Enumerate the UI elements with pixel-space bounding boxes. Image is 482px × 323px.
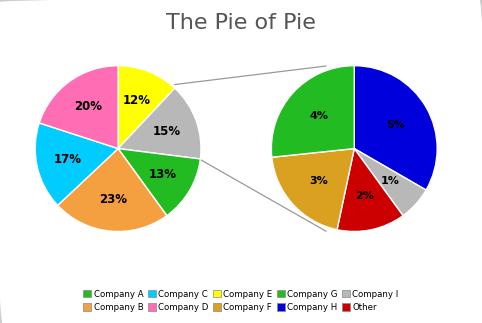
Text: 17%: 17% bbox=[54, 153, 82, 166]
Text: 3%: 3% bbox=[309, 176, 328, 186]
Wedge shape bbox=[272, 149, 354, 230]
Text: 13%: 13% bbox=[148, 168, 176, 181]
Text: 1%: 1% bbox=[381, 176, 400, 186]
Wedge shape bbox=[354, 66, 437, 190]
Text: 5%: 5% bbox=[387, 120, 405, 130]
Text: 20%: 20% bbox=[74, 100, 102, 113]
Text: 23%: 23% bbox=[99, 193, 127, 206]
Text: 15%: 15% bbox=[152, 125, 181, 138]
Wedge shape bbox=[271, 66, 354, 157]
Wedge shape bbox=[118, 149, 201, 216]
Wedge shape bbox=[118, 88, 201, 159]
Wedge shape bbox=[337, 149, 403, 232]
Text: 2%: 2% bbox=[355, 191, 374, 201]
Legend: Company A, Company B, Company C, Company D, Company E, Company F, Company G, Com: Company A, Company B, Company C, Company… bbox=[80, 286, 402, 316]
Wedge shape bbox=[58, 149, 167, 232]
Text: 12%: 12% bbox=[123, 94, 151, 107]
Wedge shape bbox=[118, 66, 175, 149]
Wedge shape bbox=[354, 149, 426, 216]
Wedge shape bbox=[35, 123, 118, 205]
Wedge shape bbox=[39, 66, 118, 149]
Text: 4%: 4% bbox=[309, 111, 328, 121]
Text: The Pie of Pie: The Pie of Pie bbox=[166, 13, 316, 33]
